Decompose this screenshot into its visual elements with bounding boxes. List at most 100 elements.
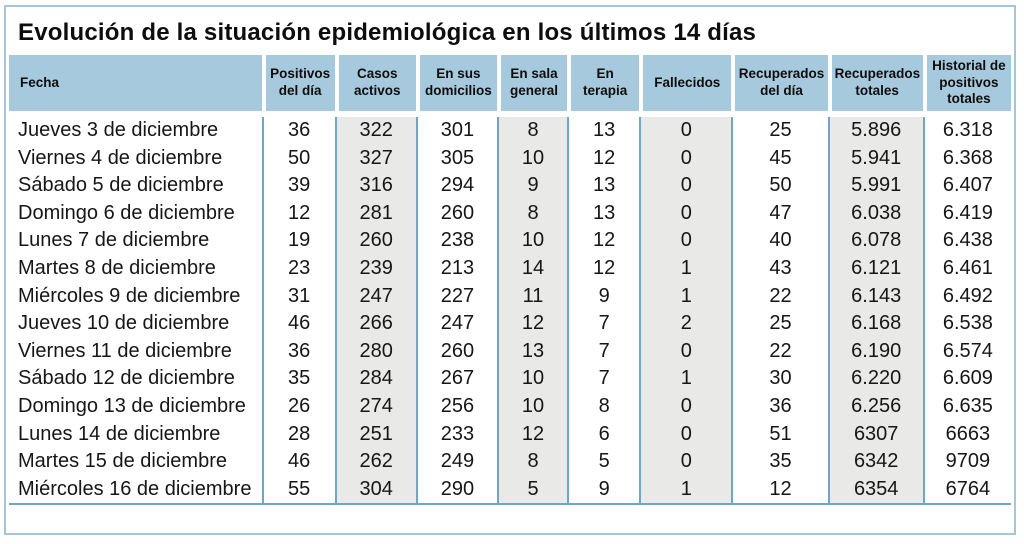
value-cell-en-sala-general: 8 [496, 117, 568, 145]
column-header-casos-activos: Casos activos [334, 55, 416, 117]
value-cell-en-sus-domicilios: 301 [415, 117, 497, 145]
table-row: Sábado 5 de diciembre 39 316 294 9 13 0 50 5.991… [9, 172, 1011, 200]
value-cell-fallecidos: 1 [639, 254, 732, 283]
value-cell-recuperados-dia: 40 [731, 227, 827, 255]
value-cell-positivos-dia: 19 [261, 227, 335, 255]
value-cell-en-sala-general: 10 [496, 144, 568, 173]
table-row: Domingo 6 de diciembre 12 281 260 8 13 0 47 6.03… [9, 199, 1011, 228]
value-cell-en-sus-domicilios: 260 [415, 337, 497, 366]
value-cell-casos-activos: 281 [334, 199, 416, 228]
value-cell-positivos-dia: 26 [261, 392, 335, 421]
table-row: Lunes 14 de diciembre 28 251 233 12 6 0 51 6307 6… [9, 420, 1011, 449]
value-cell-fallecidos: 0 [639, 172, 732, 200]
value-cell-recuperados-totales: 6.220 [827, 365, 923, 393]
value-cell-casos-activos: 284 [334, 365, 416, 393]
value-cell-fallecidos: 0 [639, 337, 732, 366]
table-row: Domingo 13 de diciembre 26 274 256 10 8 0 36 6.2… [9, 392, 1011, 421]
value-cell-casos-activos: 260 [334, 227, 416, 255]
value-cell-historial-positivos: 6663 [922, 420, 1011, 449]
value-cell-recuperados-dia: 36 [731, 392, 827, 421]
value-cell-recuperados-dia: 45 [731, 144, 827, 173]
value-cell-positivos-dia: 12 [261, 199, 335, 228]
value-cell-recuperados-dia: 22 [731, 337, 827, 366]
value-cell-en-terapia: 9 [567, 282, 639, 311]
value-cell-recuperados-totales: 6.256 [827, 392, 923, 421]
value-cell-positivos-dia: 28 [261, 420, 335, 449]
column-header-en-terapia: En terapia [567, 55, 640, 117]
column-header-en-sala-general: En sala general [496, 55, 568, 117]
value-cell-en-sus-domicilios: 294 [415, 172, 497, 200]
value-cell-recuperados-totales: 6307 [827, 420, 923, 449]
table-header: Fecha Positivos del día Casos activos En su… [9, 55, 1011, 117]
value-cell-positivos-dia: 36 [261, 117, 335, 145]
value-cell-en-sus-domicilios: 227 [415, 282, 497, 311]
value-cell-positivos-dia: 39 [261, 172, 335, 200]
table-row: Martes 8 de diciembre 23 239 213 14 12 1 43 6.12… [9, 254, 1011, 283]
value-cell-en-sus-domicilios: 267 [415, 365, 497, 393]
column-header-recuperados-totales: Recuperados totales [827, 55, 923, 117]
table-row: Jueves 10 de diciembre 46 266 247 12 7 2 25 6.16… [9, 310, 1011, 338]
value-cell-historial-positivos: 6.609 [922, 365, 1011, 393]
value-cell-en-sala-general: 10 [496, 227, 568, 255]
date-cell: Sábado 12 de diciembre [18, 367, 235, 390]
table-container: Fecha Positivos del día Casos activos En su… [6, 55, 1014, 506]
value-cell-recuperados-totales: 6342 [827, 448, 923, 476]
value-cell-recuperados-dia: 51 [731, 420, 827, 449]
value-cell-historial-positivos: 9709 [922, 448, 1011, 476]
value-cell-casos-activos: 266 [334, 310, 416, 338]
value-cell-en-sus-domicilios: 290 [415, 475, 497, 506]
value-cell-casos-activos: 247 [334, 282, 416, 311]
value-cell-fallecidos: 0 [639, 392, 732, 421]
value-cell-historial-positivos: 6.461 [922, 254, 1011, 283]
table-row: Jueves 3 de diciembre 36 322 301 8 13 0 25 5.896… [9, 117, 1011, 145]
value-cell-positivos-dia: 35 [261, 365, 335, 393]
value-cell-historial-positivos: 6.538 [922, 310, 1011, 338]
value-cell-en-terapia: 7 [567, 365, 639, 393]
value-cell-en-sus-domicilios: 247 [415, 310, 497, 338]
table-row: Sábado 12 de diciembre 35 284 267 10 7 1 30 6.22… [9, 365, 1011, 393]
date-cell: Martes 15 de diciembre [18, 450, 227, 473]
value-cell-positivos-dia: 31 [261, 282, 335, 311]
value-cell-historial-positivos: 6.419 [922, 199, 1011, 228]
value-cell-recuperados-dia: 25 [731, 310, 827, 338]
value-cell-recuperados-dia: 47 [731, 199, 827, 228]
value-cell-historial-positivos: 6.492 [922, 282, 1011, 311]
value-cell-positivos-dia: 23 [261, 254, 335, 283]
date-cell: Jueves 10 de diciembre [18, 312, 230, 335]
value-cell-en-sala-general: 10 [496, 365, 568, 393]
value-cell-en-sala-general: 10 [496, 392, 568, 421]
value-cell-recuperados-dia: 12 [731, 475, 828, 506]
table-row: Miércoles 16 de diciembre 55 304 290 5 9 1 12 63… [9, 475, 1011, 506]
value-cell-en-terapia: 7 [567, 310, 639, 338]
value-cell-positivos-dia: 46 [261, 310, 335, 338]
value-cell-recuperados-dia: 22 [731, 282, 827, 311]
value-cell-casos-activos: 239 [334, 254, 416, 283]
value-cell-recuperados-totales: 6.190 [827, 337, 923, 366]
value-cell-en-terapia: 13 [567, 199, 639, 228]
value-cell-en-sala-general: 8 [496, 199, 568, 228]
column-header-en-sus-domicilios: En sus domicilios [415, 55, 497, 117]
value-cell-fallecidos: 0 [639, 448, 732, 476]
value-cell-recuperados-dia: 43 [731, 254, 827, 283]
date-cell: Domingo 13 de diciembre [18, 394, 246, 417]
value-cell-casos-activos: 262 [334, 448, 416, 476]
table-body: Jueves 3 de diciembre 36 322 301 8 13 0 25 5.896… [9, 117, 1011, 506]
value-cell-en-sala-general: 12 [496, 310, 568, 338]
value-cell-en-sala-general: 11 [496, 282, 568, 311]
table-row: Viernes 11 de diciembre 36 280 260 13 7 0 22 6.1… [9, 337, 1011, 366]
value-cell-recuperados-totales: 5.896 [827, 117, 923, 145]
value-cell-recuperados-totales: 6.038 [827, 199, 923, 228]
value-cell-en-terapia: 13 [567, 172, 639, 200]
value-cell-recuperados-totales: 6.168 [827, 310, 923, 338]
value-cell-recuperados-totales: 5.941 [827, 144, 923, 173]
date-cell: Martes 8 de diciembre [18, 256, 216, 279]
value-cell-en-sala-general: 13 [496, 337, 568, 366]
value-cell-historial-positivos: 6764 [922, 475, 1011, 506]
value-cell-recuperados-dia: 25 [731, 117, 827, 145]
value-cell-positivos-dia: 36 [261, 337, 335, 366]
value-cell-en-terapia: 12 [567, 144, 639, 173]
table-row: Miércoles 9 de diciembre 31 247 227 11 9 1 22 6.… [9, 282, 1011, 311]
value-cell-fallecidos: 1 [639, 282, 732, 311]
value-cell-en-terapia: 12 [567, 227, 639, 255]
date-cell: Viernes 4 de diciembre [18, 146, 223, 169]
